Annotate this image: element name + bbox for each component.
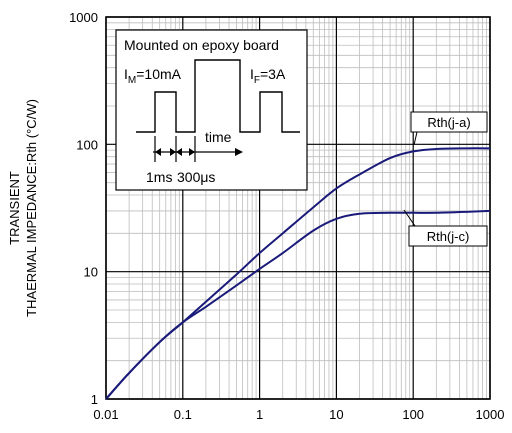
inset-box bbox=[115, 29, 308, 191]
label-box-rth-j-a bbox=[410, 111, 488, 133]
y-tick-label: 1 bbox=[91, 392, 98, 407]
time-label: time bbox=[205, 129, 232, 145]
y-axis-label-line2: THAERMAL IMPEDANCE:Rth (°C/W) bbox=[24, 99, 39, 317]
plot-frame bbox=[105, 16, 491, 400]
dim-label-1ms: 1ms bbox=[146, 169, 172, 185]
series-label-rth-j-a: Rth(j-a) bbox=[427, 115, 470, 130]
label-leader-rth-j-a bbox=[413, 131, 418, 146]
im-label: IM=10mA bbox=[124, 66, 182, 86]
series-line-rth-j-c bbox=[105, 209, 491, 400]
y-tick-label: 10 bbox=[84, 265, 98, 280]
x-tick-label: 1000 bbox=[476, 407, 505, 422]
series-label-rth-j-c: Rth(j-c) bbox=[427, 229, 470, 244]
y-tick-label: 100 bbox=[76, 137, 98, 152]
dim-arrowheads bbox=[155, 148, 195, 156]
series-layer bbox=[105, 147, 491, 400]
x-tick-label: 100 bbox=[402, 407, 424, 422]
label-leader-rth-j-c bbox=[403, 209, 416, 227]
labels: TRANSIENT THAERMAL IMPEDANCE:Rth (°C/W) Rt… bbox=[7, 99, 488, 317]
pulse-waveform bbox=[136, 59, 300, 133]
label-box-rth-j-c bbox=[408, 225, 488, 247]
x-tick-label: 10 bbox=[329, 407, 343, 422]
time-arrowhead bbox=[235, 148, 243, 156]
tick-labels: 0.01 0.1 1 10 100 1000 1 10 100 1000 bbox=[69, 10, 504, 422]
inset-title: Mounted on epoxy board bbox=[124, 37, 279, 53]
x-tick-label: 0.01 bbox=[93, 407, 118, 422]
inset-diagram: Mounted on epoxy board IM=10mA IF=3A time 1m… bbox=[115, 29, 308, 191]
x-tick-label: 0.1 bbox=[174, 407, 192, 422]
y-tick-label: 1000 bbox=[69, 10, 98, 25]
x-tick-label: 1 bbox=[256, 407, 263, 422]
y-axis-label-line1: TRANSIENT bbox=[7, 171, 22, 245]
if-label: IF=3A bbox=[250, 66, 286, 86]
dim-label-300us: 300μs bbox=[177, 169, 215, 185]
